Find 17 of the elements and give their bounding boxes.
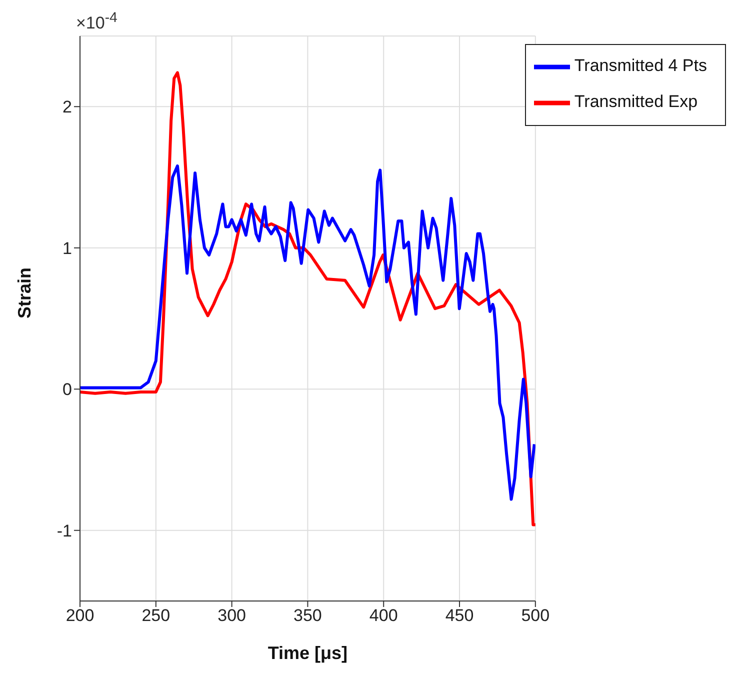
x-tick-label: 200	[66, 606, 94, 626]
text: ×10$^{-4}$	[76, 10, 118, 34]
y-tick-label: 0	[62, 380, 72, 400]
y-tick-label: -1	[56, 521, 72, 540]
legend-label: Transmitted 4 Pts	[574, 56, 707, 76]
y-axis-title: Strain	[14, 267, 34, 318]
x-tick-label: 400	[369, 606, 398, 626]
x-tick-label: 300	[218, 606, 246, 626]
x-tick-label: 350	[294, 606, 322, 626]
y-tick-label: 1	[62, 238, 72, 258]
y-tick-label: 2	[62, 98, 72, 117]
x-axis-title: Time [μs]	[268, 643, 348, 663]
x-tick-label: 250	[142, 606, 170, 626]
legend-label: Transmitted Exp	[574, 92, 698, 112]
x-tick-label: 450	[445, 606, 474, 626]
line-series	[80, 164, 536, 501]
x-tick-label: 500	[521, 606, 550, 626]
